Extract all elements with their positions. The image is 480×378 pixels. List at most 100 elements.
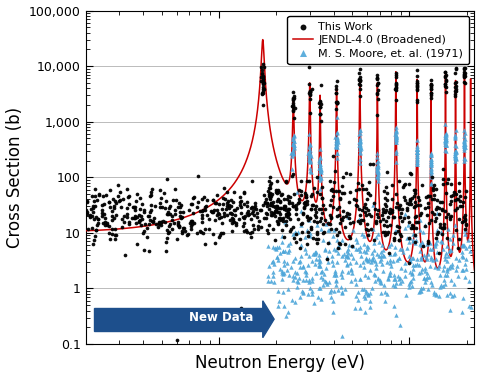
This Work: [363, 222, 371, 228]
This Work: [392, 70, 400, 76]
M. S. Moore, et. al. (1971): [363, 243, 371, 249]
This Work: [306, 110, 314, 116]
M. S. Moore, et. al. (1971): [374, 162, 382, 168]
This Work: [371, 206, 378, 212]
This Work: [161, 205, 169, 211]
M. S. Moore, et. al. (1971): [327, 287, 335, 293]
This Work: [333, 232, 341, 239]
This Work: [213, 212, 221, 218]
This Work: [422, 194, 430, 200]
This Work: [452, 65, 459, 71]
M. S. Moore, et. al. (1971): [447, 247, 455, 253]
M. S. Moore, et. al. (1971): [364, 292, 372, 298]
This Work: [394, 228, 401, 234]
M. S. Moore, et. al. (1971): [356, 276, 364, 282]
This Work: [274, 196, 281, 202]
This Work: [284, 197, 291, 203]
This Work: [176, 213, 183, 219]
M. S. Moore, et. al. (1971): [388, 263, 396, 269]
This Work: [133, 214, 141, 220]
This Work: [111, 232, 119, 239]
M. S. Moore, et. al. (1971): [362, 288, 370, 294]
M. S. Moore, et. al. (1971): [442, 256, 449, 262]
This Work: [117, 204, 125, 211]
This Work: [272, 187, 280, 193]
M. S. Moore, et. al. (1971): [413, 146, 421, 152]
This Work: [237, 198, 245, 204]
M. S. Moore, et. al. (1971): [452, 153, 459, 160]
M. S. Moore, et. al. (1971): [459, 267, 467, 273]
This Work: [405, 181, 412, 187]
M. S. Moore, et. al. (1971): [373, 174, 381, 180]
This Work: [157, 222, 165, 228]
M. S. Moore, et. al. (1971): [344, 262, 351, 268]
M. S. Moore, et. al. (1971): [315, 259, 323, 265]
This Work: [330, 193, 337, 199]
This Work: [356, 220, 364, 226]
M. S. Moore, et. al. (1971): [372, 261, 380, 267]
This Work: [92, 226, 99, 232]
This Work: [413, 83, 420, 89]
This Work: [356, 93, 364, 99]
M. S. Moore, et. al. (1971): [427, 162, 435, 168]
This Work: [284, 211, 292, 217]
This Work: [392, 80, 399, 86]
M. S. Moore, et. al. (1971): [300, 263, 307, 269]
This Work: [196, 209, 204, 215]
This Work: [276, 199, 284, 205]
This Work: [412, 219, 420, 225]
M. S. Moore, et. al. (1971): [460, 127, 468, 133]
This Work: [251, 204, 258, 211]
M. S. Moore, et. al. (1971): [427, 152, 435, 158]
This Work: [285, 206, 293, 212]
This Work: [155, 220, 163, 226]
M. S. Moore, et. al. (1971): [461, 145, 468, 151]
This Work: [283, 211, 290, 217]
This Work: [452, 80, 459, 86]
This Work: [228, 211, 236, 217]
M. S. Moore, et. al. (1971): [305, 153, 313, 160]
M. S. Moore, et. al. (1971): [317, 167, 324, 173]
This Work: [170, 220, 178, 226]
M. S. Moore, et. al. (1971): [282, 313, 290, 319]
This Work: [177, 202, 185, 208]
This Work: [428, 209, 436, 215]
M. S. Moore, et. al. (1971): [363, 246, 371, 253]
M. S. Moore, et. al. (1971): [370, 247, 377, 253]
M. S. Moore, et. al. (1971): [461, 144, 468, 150]
This Work: [379, 216, 386, 222]
This Work: [259, 85, 267, 91]
M. S. Moore, et. al. (1971): [389, 282, 396, 288]
This Work: [411, 239, 419, 245]
M. S. Moore, et. al. (1971): [401, 260, 409, 266]
This Work: [327, 187, 335, 193]
This Work: [425, 220, 432, 226]
M. S. Moore, et. al. (1971): [308, 257, 316, 263]
This Work: [460, 214, 468, 220]
This Work: [456, 203, 464, 209]
M. S. Moore, et. al. (1971): [338, 274, 346, 280]
M. S. Moore, et. al. (1971): [356, 136, 363, 143]
M. S. Moore, et. al. (1971): [409, 275, 417, 281]
This Work: [289, 99, 297, 105]
M. S. Moore, et. al. (1971): [424, 286, 432, 292]
M. S. Moore, et. al. (1971): [452, 143, 459, 149]
M. S. Moore, et. al. (1971): [428, 282, 436, 288]
M. S. Moore, et. al. (1971): [352, 246, 360, 252]
M. S. Moore, et. al. (1971): [333, 142, 340, 148]
This Work: [413, 80, 421, 86]
M. S. Moore, et. al. (1971): [317, 175, 324, 181]
This Work: [321, 206, 329, 212]
M. S. Moore, et. al. (1971): [356, 244, 364, 250]
M. S. Moore, et. al. (1971): [298, 222, 305, 228]
M. S. Moore, et. al. (1971): [377, 253, 385, 259]
This Work: [461, 79, 468, 85]
M. S. Moore, et. al. (1971): [289, 147, 297, 153]
This Work: [345, 198, 353, 204]
This Work: [442, 73, 449, 79]
This Work: [286, 228, 294, 234]
This Work: [194, 199, 202, 205]
M. S. Moore, et. al. (1971): [442, 136, 449, 142]
This Work: [255, 217, 263, 223]
M. S. Moore, et. al. (1971): [279, 271, 287, 277]
